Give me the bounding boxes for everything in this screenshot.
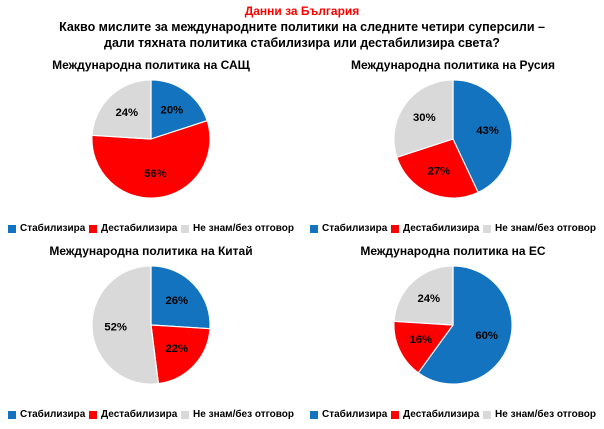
legend-label-destabilizes: Дестабилизира	[101, 409, 178, 420]
pie-usa: 20% 56% 24%	[91, 79, 211, 199]
legend-item-destabilizes: Дестабилизира	[391, 223, 479, 234]
legend-swatch-no-answer	[181, 224, 190, 233]
pie-slice-destabilizes	[150, 324, 211, 385]
pie-eu: 60% 16% 24%	[393, 265, 513, 385]
legend-item-no-answer: Не знам/без отговор	[181, 409, 294, 420]
pie-chart-usa: Международна политика на САЩ 20% 56% 24% С…	[0, 54, 302, 240]
chart-title-usa: Международна политика на САЩ	[52, 58, 250, 72]
legend-swatch-no-answer	[483, 224, 492, 233]
pie-chart-russia: Международна политика на Русия 43% 27% 30%…	[302, 54, 604, 240]
pie-value-label: 26%	[165, 295, 188, 307]
legend-swatch-no-answer	[483, 410, 492, 419]
legend-label-stabilizes: Стабилизира	[20, 223, 86, 234]
legend-item-stabilizes: Стабилизира	[8, 409, 85, 420]
legend-item-stabilizes: Стабилизира	[310, 223, 387, 234]
chart-title-china: Международна политика на Китай	[49, 244, 253, 258]
legend-item-destabilizes: Дестабилизира	[391, 409, 479, 420]
legend-label-stabilizes: Стабилизира	[322, 223, 388, 234]
legend-label-no-answer: Не знам/без отговор	[495, 223, 596, 234]
legend-swatch-stabilizes	[310, 224, 318, 233]
legend-label-no-answer: Не знам/без отговор	[193, 223, 294, 234]
legend-item-destabilizes: Дестабилизира	[89, 223, 177, 234]
legend-swatch-stabilizes	[8, 410, 16, 419]
legend-item-no-answer: Не знам/без отговор	[483, 409, 596, 420]
pie-value-label: 43%	[476, 125, 499, 137]
country-tagline: Данни за България	[244, 4, 360, 18]
legend-swatch-stabilizes	[8, 224, 16, 233]
pie-russia: 43% 27% 30%	[393, 79, 513, 199]
legend-label-stabilizes: Стабилизира	[322, 409, 388, 420]
legend-label-destabilizes: Дестабилизира	[403, 409, 480, 420]
chart-title-russia: Международна политика на Русия	[351, 58, 555, 72]
chart-legend: Стабилизира Дестабилизира Не знам/без от…	[302, 409, 604, 420]
pie-value-label: 52%	[104, 321, 127, 333]
chart-legend: Стабилизира Дестабилизира Не знам/без от…	[302, 223, 604, 234]
chart-legend: Стабилизира Дестабилизира Не знам/без от…	[0, 409, 302, 420]
pie-value-label: 24%	[115, 107, 138, 119]
pie-slice-stabilizes	[150, 79, 208, 140]
pie-value-label: 27%	[428, 165, 451, 177]
pie-slice-stabilizes	[417, 265, 513, 385]
pie-slice-no_answer	[91, 265, 159, 385]
legend-label-destabilizes: Дестабилизира	[101, 223, 178, 234]
legend-item-stabilizes: Стабилизира	[8, 223, 85, 234]
pie-slice-destabilizes	[91, 120, 211, 199]
chart-title-eu: Международна политика на ЕС	[360, 244, 546, 258]
pie-chart-eu: Международна политика на ЕС 60% 16% 24% Ст…	[302, 240, 604, 426]
page-header: Данни за България Какво мислите за между…	[0, 0, 604, 51]
pie-slice-destabilizes	[396, 138, 479, 199]
pie-slice-stabilizes	[452, 79, 513, 194]
survey-question-line2: дали тяхната политика стабилизира или де…	[104, 36, 500, 50]
legend-swatch-destabilizes	[391, 410, 400, 419]
legend-label-no-answer: Не знам/без отговор	[193, 409, 294, 420]
pie-slice-no_answer	[393, 79, 454, 158]
legend-item-no-answer: Не знам/без отговор	[483, 223, 596, 234]
pie-value-label: 56%	[144, 168, 167, 180]
pie-value-label: 20%	[161, 104, 184, 116]
legend-swatch-destabilizes	[89, 224, 98, 233]
pie-slice-no_answer	[393, 265, 454, 326]
pie-slice-destabilizes	[393, 320, 454, 374]
charts-grid: Международна политика на САЩ 20% 56% 24% С…	[0, 54, 604, 426]
legend-item-stabilizes: Стабилизира	[310, 409, 387, 420]
pie-china: 26% 22% 52%	[91, 265, 211, 385]
pie-slice-no_answer	[91, 79, 152, 140]
survey-question-line1: Какво мислите за международните политики…	[59, 20, 545, 34]
legend-swatch-stabilizes	[310, 410, 318, 419]
legend-label-no-answer: Не знам/без отговор	[495, 409, 596, 420]
pie-value-label: 30%	[413, 112, 436, 124]
pie-value-label: 24%	[417, 293, 440, 305]
legend-label-destabilizes: Дестабилизира	[403, 223, 480, 234]
legend-swatch-no-answer	[181, 410, 190, 419]
pie-value-label: 60%	[475, 330, 498, 342]
legend-label-stabilizes: Стабилизира	[20, 409, 86, 420]
pie-value-label: 16%	[410, 334, 433, 346]
chart-legend: Стабилизира Дестабилизира Не знам/без от…	[0, 223, 302, 234]
legend-swatch-destabilizes	[391, 224, 400, 233]
legend-item-no-answer: Не знам/без отговор	[181, 223, 294, 234]
legend-item-destabilizes: Дестабилизира	[89, 409, 177, 420]
pie-slice-stabilizes	[150, 265, 211, 330]
pie-value-label: 22%	[165, 343, 188, 355]
legend-swatch-destabilizes	[89, 410, 98, 419]
pie-chart-china: Международна политика на Китай 26% 22% 52%…	[0, 240, 302, 426]
